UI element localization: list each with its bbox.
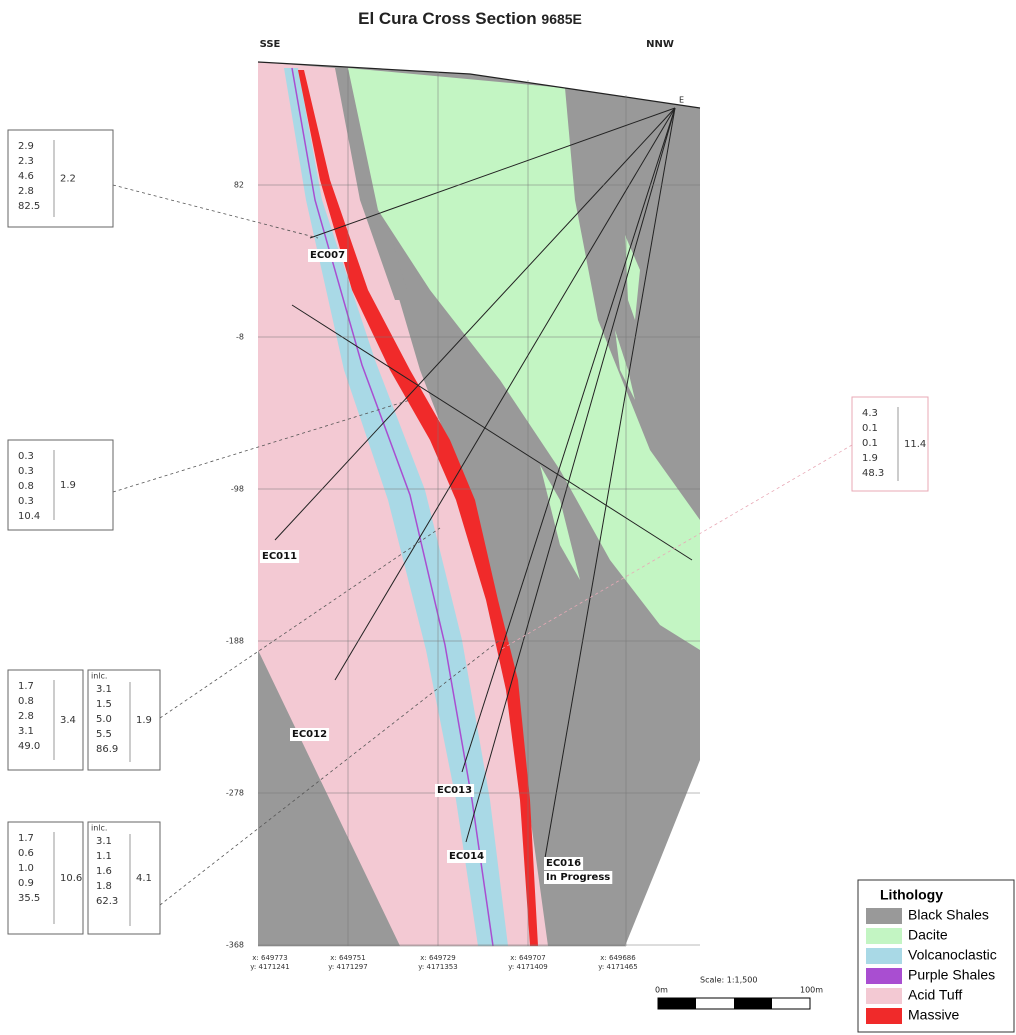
assay-value: 10.4: [18, 511, 40, 522]
coord-x: x: 649729: [420, 954, 455, 962]
assay-value: 0.9: [18, 878, 34, 889]
title: El Cura Cross Section 9685E: [358, 9, 582, 28]
assay-value: 0.8: [18, 481, 34, 492]
assay-value: 2.9: [18, 141, 34, 152]
assay-value: 1.8: [96, 881, 112, 892]
hole-label: EC012: [292, 729, 327, 740]
assay-value: 0.3: [18, 451, 34, 462]
including-label: inlc.: [91, 824, 107, 833]
assay-value: 1.6: [96, 866, 112, 877]
assay-value: 62.3: [96, 896, 118, 907]
assay-value: 1.0: [18, 863, 34, 874]
assay-value: 2.3: [18, 156, 34, 167]
hole-label: EC013: [437, 785, 472, 796]
elevation-label: -278: [226, 789, 244, 798]
assay-value: 5.5: [96, 729, 112, 740]
scale-segment: [658, 998, 696, 1009]
elevation-label: -8: [236, 333, 244, 342]
assay-average: 3.4: [60, 715, 76, 726]
legend-swatch: [866, 928, 902, 944]
coord-y: y: 4171297: [328, 963, 367, 971]
legend-swatch: [866, 948, 902, 964]
legend-title: Lithology: [880, 887, 943, 903]
assay-value: 1.5: [96, 699, 112, 710]
hole-label: EC016: [546, 858, 581, 869]
hole-label: EC011: [262, 551, 297, 562]
assay-average: 11.4: [904, 439, 926, 450]
assay-value: 0.6: [18, 848, 34, 859]
assay-value: 0.8: [18, 696, 34, 707]
coord-y: y: 4171465: [598, 963, 637, 971]
scale-bar: [658, 998, 810, 1009]
legend-label: Acid Tuff: [908, 987, 962, 1003]
including-label: inlc.: [91, 672, 107, 681]
legend-swatch: [866, 988, 902, 1004]
hole-label: EC007: [310, 250, 345, 261]
legend-label: Black Shales: [908, 907, 989, 923]
assay-average: 2.2: [60, 174, 76, 185]
scale-end: 100m: [800, 986, 823, 995]
geology: [258, 62, 700, 946]
title-section: 9685E: [541, 11, 581, 27]
assay-average: 1.9: [136, 715, 152, 726]
assay-value: 0.3: [18, 466, 34, 477]
assay-value: 1.9: [862, 453, 878, 464]
legend-swatch: [866, 908, 902, 924]
assay-value: 4.6: [18, 171, 34, 182]
elevation-label: -368: [226, 941, 244, 950]
coord-x: x: 649707: [510, 954, 545, 962]
hole-label: EC014: [449, 851, 484, 862]
assay-value: 3.1: [96, 836, 112, 847]
assay-value: 1.1: [96, 851, 112, 862]
coord-x: x: 649773: [252, 954, 287, 962]
elevation-label: -188: [226, 637, 244, 646]
assay-value: 3.1: [18, 726, 34, 737]
legend-label: Dacite: [908, 927, 948, 943]
assay-value: 1.7: [18, 833, 34, 844]
coord-x: x: 649751: [330, 954, 365, 962]
assay-average: 4.1: [136, 873, 152, 884]
legend-label: Massive: [908, 1007, 960, 1023]
assay-value: 3.1: [96, 684, 112, 695]
hole-label: In Progress: [546, 872, 610, 883]
elevation-label: -98: [231, 485, 244, 494]
legend-label: Volcanoclastic: [908, 947, 997, 963]
assay-average: 1.9: [60, 480, 76, 491]
assay-value: 82.5: [18, 201, 40, 212]
assay-value: 86.9: [96, 744, 118, 755]
assay-value: 49.0: [18, 741, 40, 752]
assay-average: 10.6: [60, 873, 82, 884]
assay-value: 1.7: [18, 681, 34, 692]
legend-swatch: [866, 1008, 902, 1024]
assay-value: 0.3: [18, 496, 34, 507]
assay-value: 2.8: [18, 186, 34, 197]
collar-label: E: [679, 96, 684, 105]
legend-swatch: [866, 968, 902, 984]
elevation-label: 82: [234, 181, 244, 190]
assay-value: 0.1: [862, 438, 878, 449]
coord-y: y: 4171409: [508, 963, 547, 971]
title-main: El Cura Cross Section: [358, 9, 537, 28]
coord-y: y: 4171241: [250, 963, 289, 971]
scale-start: 0m: [655, 986, 668, 995]
assay-value: 5.0: [96, 714, 112, 725]
assay-value: 4.3: [862, 408, 878, 419]
scale-segment: [734, 998, 772, 1009]
cross-section: El Cura Cross Section 9685E SSE NNW E: [0, 0, 1016, 1035]
scale-label: Scale: 1:1,500: [700, 976, 757, 985]
assay-value: 48.3: [862, 468, 884, 479]
assay-value: 35.5: [18, 893, 40, 904]
direction-right: NNW: [646, 39, 674, 50]
assay-value: 2.8: [18, 711, 34, 722]
coord-x: x: 649686: [600, 954, 636, 962]
legend-label: Purple Shales: [908, 967, 995, 983]
assay-value: 0.1: [862, 423, 878, 434]
coord-y: y: 4171353: [418, 963, 457, 971]
direction-left: SSE: [260, 39, 281, 50]
